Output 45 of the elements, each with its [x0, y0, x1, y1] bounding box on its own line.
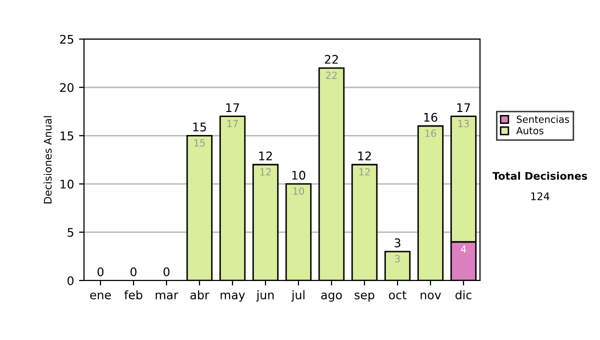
y-tick-label: 10: [60, 180, 74, 189]
x-tick-label: oct: [388, 290, 406, 300]
total-label: 15: [193, 122, 206, 132]
y-tick-label: 15: [60, 132, 74, 140]
x-tick-label: abr: [190, 290, 210, 300]
x-tick-label: may: [220, 292, 246, 302]
total-label: 12: [358, 151, 371, 160]
x-tick-label: feb: [124, 290, 142, 300]
data-label: 4: [460, 246, 466, 253]
data-label: 3: [395, 255, 400, 262]
x-tick-label: ene: [90, 292, 111, 300]
data-label: 12: [359, 168, 370, 176]
data-label: 12: [260, 168, 271, 176]
x-tick-label: dic: [456, 290, 472, 300]
y-tick-label: 0: [68, 276, 74, 286]
total-label: 0: [98, 267, 104, 276]
total-label: 10: [292, 170, 306, 180]
total-label: 17: [226, 103, 239, 112]
total-label: 17: [457, 103, 470, 112]
total-label: 3: [394, 238, 400, 248]
data-label: 15: [194, 139, 205, 147]
y-tick-label: 5: [68, 228, 74, 237]
x-tick-label: jun: [256, 290, 274, 302]
x-tick-label: sep: [354, 292, 374, 302]
data-label: 10: [293, 187, 304, 195]
total-label: 0: [164, 267, 170, 276]
total-label: 12: [259, 151, 272, 160]
data-label: 13: [458, 120, 469, 128]
total-label: 0: [130, 267, 136, 276]
x-tick-label: jul: [291, 290, 304, 302]
y-axis-title: Decisiones Anual: [44, 116, 52, 204]
x-tick-label: ago: [321, 292, 342, 302]
text: 124: [531, 192, 550, 200]
y-tick-label: 25: [60, 34, 74, 44]
x-tick-label: nov: [420, 292, 441, 300]
text: Total Decisiones: [492, 172, 588, 180]
x-tick-label: mar: [156, 292, 178, 300]
legend-label: Autos: [516, 127, 544, 134]
y-tick-label: 20: [60, 83, 74, 92]
data-label: 17: [227, 120, 238, 128]
legend-label: Sentencias: [516, 115, 570, 123]
data-label: 22: [326, 72, 337, 79]
data-label: 16: [425, 130, 436, 137]
total-label: 22: [324, 54, 338, 64]
total-label: 16: [424, 112, 438, 122]
